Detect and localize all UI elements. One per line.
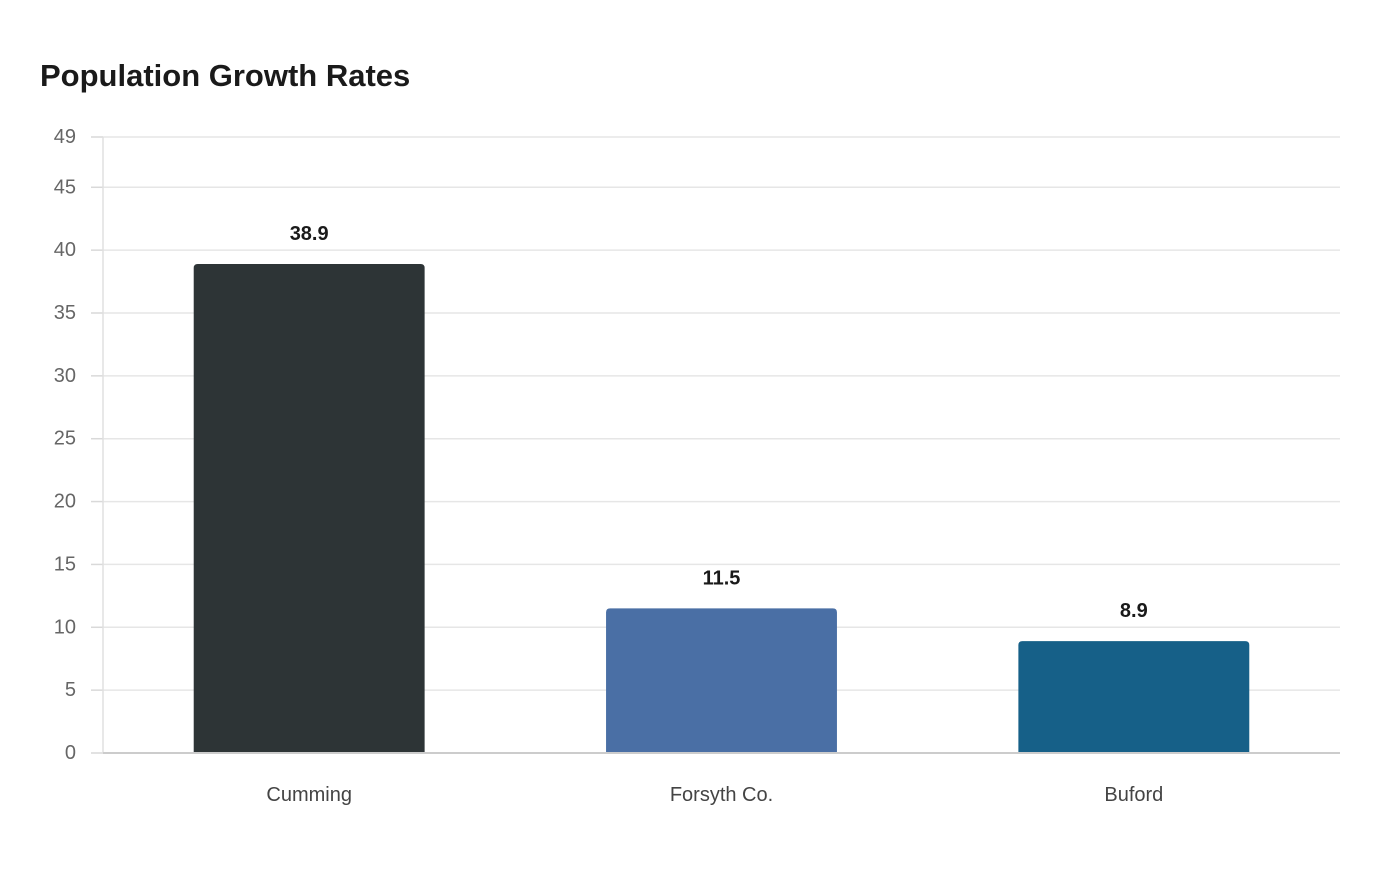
- x-category-label: Forsyth Co.: [670, 784, 773, 806]
- y-tick-label: 30: [54, 365, 76, 387]
- bar-forsyth-co: [606, 608, 837, 753]
- x-category-label: Cumming: [266, 784, 352, 806]
- y-tick-label: 10: [54, 616, 76, 638]
- y-tick-label: 15: [54, 553, 76, 575]
- bar-buford: [1018, 641, 1250, 753]
- bar-value-label: 11.5: [703, 567, 741, 589]
- bars: [193, 263, 1250, 753]
- bar-value-label: 38.9: [290, 223, 329, 245]
- y-tick-label: 40: [54, 239, 76, 261]
- labels: 0 5 10 15 20 25 30 35 40 45 49 38.9 Cumming 11.5 Forsy…: [54, 126, 1164, 806]
- y-tick-label: 0: [65, 742, 76, 764]
- chart-title: Population Growth Rates: [40, 58, 411, 93]
- bar-value-label: 8.9: [1120, 600, 1148, 622]
- x-category-label: Buford: [1104, 784, 1163, 806]
- y-tick-label: 35: [54, 302, 76, 324]
- axes: [91, 136, 1340, 754]
- y-tick-label: 45: [54, 176, 76, 198]
- bar-cumming: [193, 263, 425, 753]
- y-tick-label: 25: [54, 428, 76, 450]
- y-tick-label: 5: [65, 679, 76, 701]
- y-tick-label: 20: [54, 491, 76, 513]
- y-tick-label: 49: [54, 126, 76, 148]
